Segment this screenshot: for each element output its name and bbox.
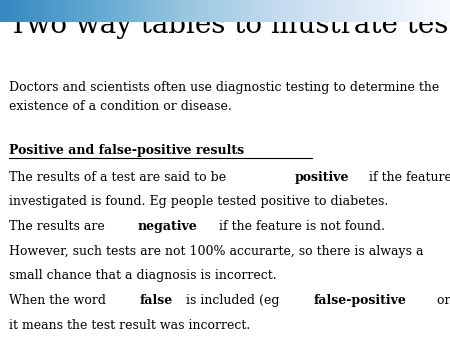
Text: is included (eg: is included (eg [182, 294, 284, 307]
Text: Positive and false-positive results: Positive and false-positive results [9, 144, 244, 156]
Text: However, such tests are not 100% accurarte, so there is always a: However, such tests are not 100% accurar… [9, 245, 423, 258]
Text: The results of a test are said to be: The results of a test are said to be [9, 171, 230, 184]
Text: Two way tables to illustrate test results: Two way tables to illustrate test result… [9, 12, 450, 39]
Text: or: or [433, 294, 450, 307]
Text: positive: positive [294, 171, 349, 184]
Text: false: false [140, 294, 172, 307]
Text: if the feature being: if the feature being [364, 171, 450, 184]
Text: negative: negative [138, 220, 198, 233]
Text: if the feature is not found.: if the feature is not found. [215, 220, 385, 233]
Text: investigated is found. Eg people tested positive to diabetes.: investigated is found. Eg people tested … [9, 195, 388, 208]
Text: it means the test result was incorrect.: it means the test result was incorrect. [9, 319, 250, 332]
Text: Doctors and scientists often use diagnostic testing to determine the
existence o: Doctors and scientists often use diagnos… [9, 81, 439, 113]
Text: When the word: When the word [9, 294, 110, 307]
Text: false-positive: false-positive [313, 294, 406, 307]
Text: small chance that a diagnosis is incorrect.: small chance that a diagnosis is incorre… [9, 269, 277, 282]
Text: The results are: The results are [9, 220, 109, 233]
